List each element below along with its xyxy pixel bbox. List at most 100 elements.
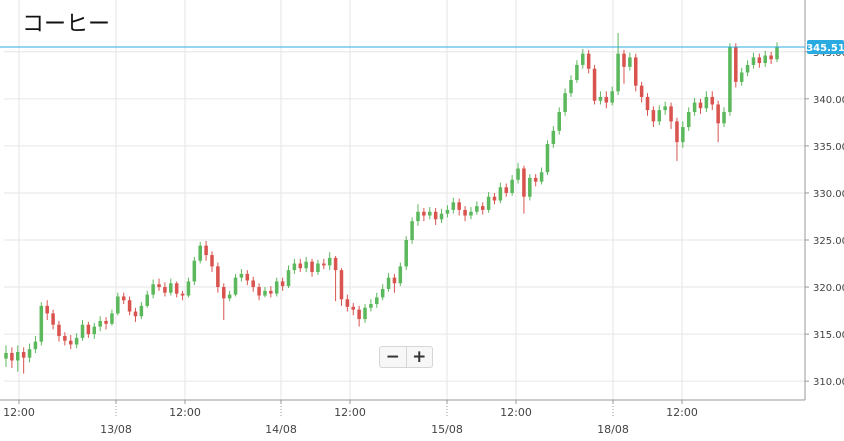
candle-body	[457, 202, 461, 210]
candle	[274, 277, 279, 297]
candle-body	[210, 255, 214, 267]
candle	[304, 256, 308, 272]
candle	[269, 286, 273, 298]
candle-body	[380, 288, 385, 298]
candle	[4, 345, 8, 368]
x-tick-label: 14/08	[265, 423, 297, 436]
candle-body	[74, 337, 79, 345]
candle	[21, 347, 26, 374]
candle-body	[504, 187, 509, 193]
candle-body	[775, 47, 779, 60]
candle	[704, 91, 709, 112]
candle	[357, 305, 361, 327]
candle	[151, 279, 155, 299]
candle-body	[486, 196, 491, 210]
candle-body	[186, 281, 191, 296]
candle-body	[563, 93, 567, 112]
candle	[492, 192, 497, 205]
candle-body	[569, 80, 573, 94]
candle-body	[528, 177, 532, 197]
candle-body	[533, 177, 538, 182]
candle-body	[121, 296, 126, 301]
candle-body	[410, 221, 414, 240]
candle-body	[498, 187, 503, 201]
candle	[186, 277, 191, 298]
candle-body	[198, 245, 202, 261]
candle-body	[475, 206, 479, 212]
candle	[445, 205, 450, 218]
candle-body	[551, 130, 556, 144]
candle	[57, 320, 61, 342]
candle-body	[645, 96, 650, 111]
candle	[439, 208, 444, 224]
candle	[74, 333, 79, 349]
candle-body	[316, 263, 320, 272]
candle-body	[180, 293, 185, 296]
candle-body	[39, 305, 44, 342]
candle	[263, 287, 267, 298]
candle-body	[386, 277, 391, 289]
candle	[98, 316, 102, 332]
candle	[622, 49, 626, 84]
candle-body	[357, 309, 361, 320]
y-tick-label: 310.00	[813, 377, 844, 388]
candle	[133, 307, 138, 322]
candle-body	[704, 96, 709, 109]
candle-body	[522, 168, 526, 197]
candle-body	[575, 64, 579, 80]
candle	[751, 52, 756, 69]
candle	[169, 278, 173, 296]
candle-body	[769, 55, 773, 60]
y-tick-label: 315.00	[813, 330, 844, 341]
candle-body	[751, 57, 756, 65]
candle-body	[133, 311, 138, 317]
candle	[586, 49, 591, 74]
zoom-out-button[interactable]: −	[385, 346, 400, 367]
candle	[657, 105, 662, 126]
candle	[227, 290, 232, 302]
candle	[392, 273, 397, 293]
candle	[628, 52, 632, 71]
candle-body	[745, 64, 750, 73]
y-tick-label: 340.00	[813, 95, 844, 106]
candle-body	[469, 211, 473, 216]
candle	[722, 107, 726, 128]
x-tick-label: 12:00	[334, 406, 366, 419]
candle	[280, 277, 285, 291]
candle-body	[174, 283, 179, 294]
candle	[410, 217, 414, 244]
candle	[363, 304, 367, 323]
candle-body	[51, 313, 55, 325]
candle-body	[4, 352, 8, 359]
candle-body	[322, 263, 326, 266]
y-tick-label: 335.00	[813, 142, 844, 153]
candle-body	[622, 53, 626, 67]
candle	[639, 81, 644, 103]
candle-body	[274, 281, 279, 294]
candle	[757, 53, 762, 68]
zoom-in-button[interactable]: +	[405, 347, 433, 367]
candle	[345, 294, 350, 312]
candle	[510, 175, 514, 196]
candle-body	[545, 144, 550, 173]
candle	[404, 236, 408, 271]
candle-body	[145, 294, 150, 306]
candle-body	[221, 287, 226, 299]
candle-body	[710, 96, 715, 105]
candle	[610, 86, 614, 106]
candle-body	[16, 352, 20, 361]
candle	[68, 335, 73, 350]
x-tick-label: 12:00	[500, 406, 532, 419]
candle-body	[345, 299, 350, 307]
candle-body	[416, 211, 420, 222]
candle	[769, 51, 773, 64]
candle-body	[310, 261, 314, 272]
candle	[469, 207, 473, 220]
x-tick-label: 12:00	[666, 406, 698, 419]
candle-body	[686, 112, 691, 128]
candle	[398, 262, 403, 287]
candle	[239, 269, 244, 282]
candle	[592, 64, 597, 105]
candle	[110, 309, 114, 326]
